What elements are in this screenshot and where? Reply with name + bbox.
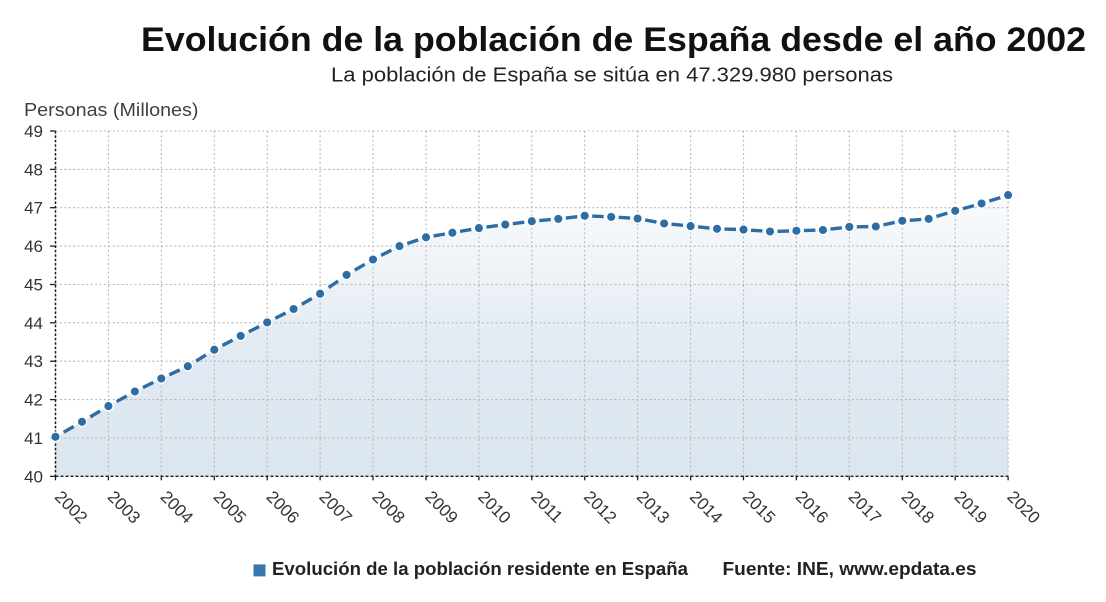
svg-text:45: 45 (24, 276, 43, 295)
svg-text:43: 43 (24, 352, 43, 371)
svg-text:La población de España se sitú: La población de España se sitúa en 47.32… (331, 65, 893, 87)
svg-text:44: 44 (24, 314, 43, 333)
svg-text:49: 49 (24, 122, 43, 141)
svg-text:41: 41 (24, 429, 43, 448)
svg-text:Evolución de la población de E: Evolución de la población de España desd… (141, 21, 1086, 59)
svg-text:47: 47 (24, 199, 43, 218)
svg-text:46: 46 (24, 237, 43, 256)
svg-text:Personas (Millones): Personas (Millones) (24, 100, 199, 120)
svg-text:40: 40 (24, 467, 43, 486)
svg-text:Fuente: INE, www.epdata.es: Fuente: INE, www.epdata.es (723, 558, 977, 579)
svg-text:48: 48 (24, 160, 43, 179)
svg-text:42: 42 (24, 391, 43, 410)
svg-text:Evolución de la población resi: Evolución de la población residente en E… (272, 558, 689, 579)
